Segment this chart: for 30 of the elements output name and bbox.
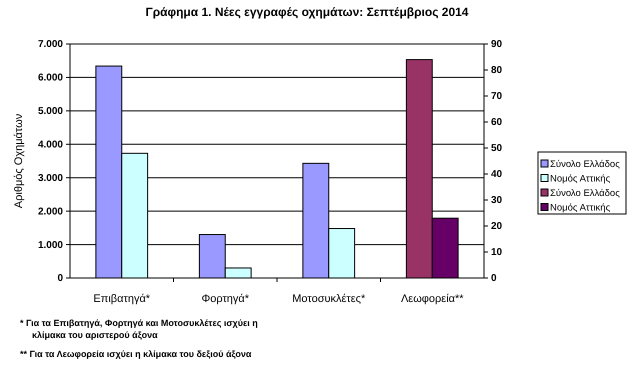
y2-tick-label: 80 xyxy=(491,65,503,76)
x-tick-label: Επιβατηγά* xyxy=(93,292,151,305)
y2-tick-label: 90 xyxy=(491,39,503,50)
y-tick-label: 0 xyxy=(57,273,64,284)
x-tick-label: Λεωφορεία** xyxy=(400,292,464,305)
y2-tick-label: 30 xyxy=(491,195,503,206)
y2-tick-label: 60 xyxy=(491,117,503,128)
legend-label: Νομός Αττικής xyxy=(550,202,611,214)
y-tick-label: 3.000 xyxy=(38,172,64,184)
y2-tick-label: 0 xyxy=(491,273,497,284)
y-axis-title: Αριθμός Οχημάτων xyxy=(13,113,25,208)
y2-tick-label: 40 xyxy=(491,169,503,180)
y-tick-label: 6.000 xyxy=(38,72,64,84)
y2-tick-label: 50 xyxy=(491,143,503,154)
chart-title: Γράφημα 1. Νέες εγγραφές οχημάτων: Σεπτέμβριος 2014 xyxy=(146,5,469,19)
y-tick-label: 5.000 xyxy=(38,106,64,118)
y-tick-label: 1.000 xyxy=(38,240,64,251)
y-tick-label: 4.000 xyxy=(38,139,64,150)
y2-tick-label: 20 xyxy=(491,221,503,232)
legend-label: Σύνολο Ελλάδος xyxy=(550,159,620,170)
x-tick-label: Φορτηγά* xyxy=(201,292,250,305)
y2-tick-label: 10 xyxy=(491,247,503,258)
legend-label: Νομός Αττικής xyxy=(550,174,611,184)
y-tick-label: 2.000 xyxy=(38,206,64,218)
text: ** Για τα Λεωφορεία ισχύει η κλίμακα του δεξιού άξονα xyxy=(20,349,252,359)
y2-tick-label: 70 xyxy=(491,91,503,102)
legend-label: Σύνολο Ελλάδος xyxy=(550,188,620,199)
x-tick-label: Μοτοσυκλέτες* xyxy=(292,292,366,305)
text: * Για τα Επιβατηγά, Φορτηγά και Μοτοσυκλέτες ισχύει η κλίμακα του αριστερού άξονα xyxy=(20,318,258,340)
y-tick-label: 7.000 xyxy=(38,39,64,50)
